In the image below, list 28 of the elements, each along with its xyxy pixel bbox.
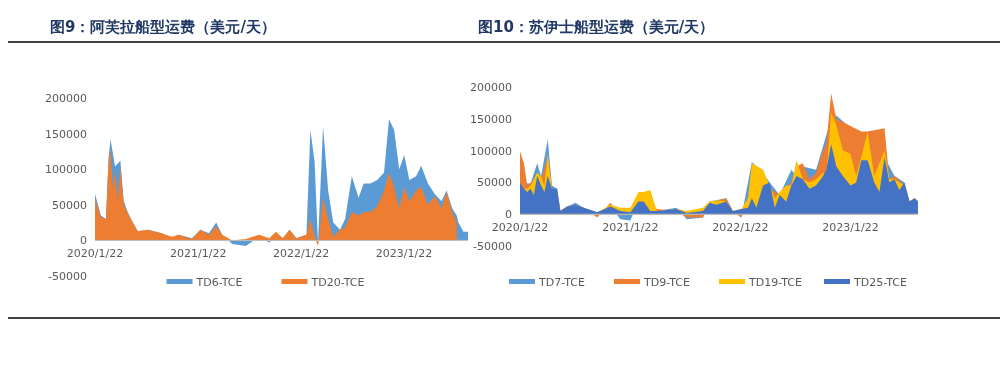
y-tick-label: 200000: [45, 92, 87, 105]
x-tick-label: 2023/1/22: [822, 221, 879, 235]
y-tick-label: 150000: [470, 112, 512, 126]
y-tick-label: 0: [80, 234, 87, 248]
x-tick-label: 2020/1/22: [66, 247, 124, 261]
legend-label: TD9-TCE: [643, 276, 690, 289]
chart-title: 图9：阿芙拉船型运费（美元/天）: [50, 18, 276, 36]
y-tick-label: 100000: [45, 163, 87, 177]
legend-label: TD7-TCE: [538, 276, 585, 289]
legend-label: TD20-TCE: [310, 276, 365, 289]
y-tick-label: 50000: [477, 176, 512, 190]
y-tick-label: 150000: [45, 127, 87, 141]
y-tick-label: 200000: [470, 81, 512, 94]
y-tick-label: 0: [505, 208, 512, 222]
x-tick-label: 2023/1/22: [375, 247, 433, 261]
chart-title: 图10：苏伊士船型运费（美元/天）: [478, 18, 715, 36]
y-tick-label: 100000: [470, 144, 512, 158]
x-tick-label: 2022/1/22: [272, 247, 330, 261]
x-tick-label: 2022/1/22: [712, 221, 769, 235]
legend-label: TD6-TCE: [195, 276, 243, 289]
x-tick-label: 2021/1/22: [602, 221, 659, 235]
y-tick-label: 50000: [52, 198, 87, 212]
y-tick-label: -50000: [473, 240, 512, 253]
x-tick-label: 2021/1/22: [169, 247, 227, 261]
legend-label: TD19-TCE: [748, 276, 802, 289]
legend-label: TD25-TCE: [853, 276, 907, 289]
x-tick-label: 2020/1/22: [491, 221, 549, 235]
y-tick-label: -50000: [48, 270, 87, 283]
